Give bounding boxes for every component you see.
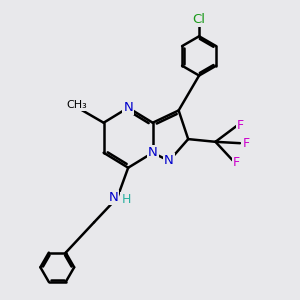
Text: H: H (121, 194, 131, 206)
Text: N: N (108, 191, 118, 204)
Text: F: F (233, 156, 240, 169)
Text: N: N (164, 154, 174, 167)
Text: N: N (148, 146, 158, 159)
Text: F: F (237, 119, 244, 132)
Text: F: F (242, 137, 250, 150)
Text: CH₃: CH₃ (66, 100, 87, 110)
Text: Cl: Cl (193, 13, 206, 26)
Text: N: N (123, 101, 133, 114)
